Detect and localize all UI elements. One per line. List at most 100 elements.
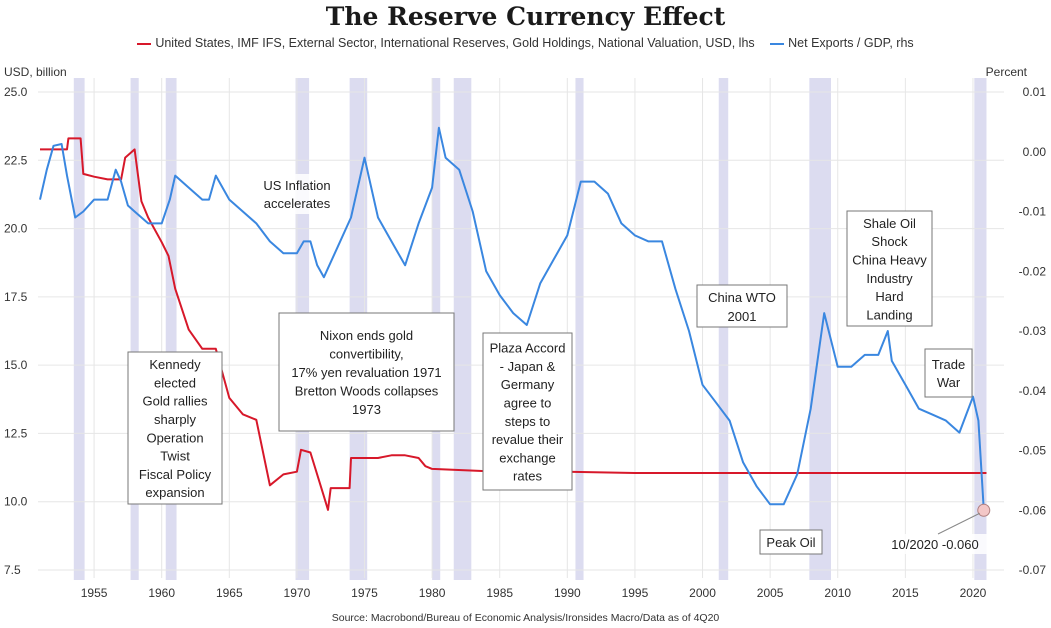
annotation-text: Twist [160,449,190,464]
chart-title: The Reserve Currency Effect [325,2,726,31]
x-tick-label: 2000 [689,586,716,600]
x-tick-label: 1990 [554,586,581,600]
annotation-1: US Inflation accelerates [256,174,338,214]
x-tick-label: 1965 [216,586,243,600]
annotation-text: convertibility, [329,347,403,362]
annotation-text: exchange [499,450,555,465]
annotation-box [924,348,973,398]
y-right-tick-label: -0.07 [1019,563,1047,577]
annotation-text: US Inflation [263,178,330,193]
y-left-tick-label: 20.0 [4,222,28,236]
recession-band-9 [809,78,831,580]
series-line-gold-holdings [40,137,987,511]
annotation-text: elected [154,375,196,390]
annotation-text: Operation [146,430,203,445]
annotation-text: - Japan & [500,359,556,374]
y-right-tick-label: 0.01 [1023,85,1047,99]
annotation-text: Fiscal Policy [139,467,212,482]
x-tick-label: 1985 [486,586,513,600]
annotation-text: Industry [866,271,913,286]
x-tick-label: 1970 [284,586,311,600]
legend-swatch-gold [137,42,152,45]
legend-item-gold: United States, IMF IFS, External Sector,… [137,36,755,50]
annotation-text: 10/2020 -0.060 [891,537,978,552]
y-left-tick-label: 7.5 [4,563,21,577]
annotation-text: expansion [145,485,204,500]
annotation-text: Landing [866,307,912,322]
annotation-text: Kennedy [149,357,201,372]
annotation-text: China Heavy [852,252,927,267]
legend-item-exports: Net Exports / GDP, rhs [770,36,914,50]
annotation-text: Plaza Accord [490,341,566,356]
annotation-text: Shale Oil [863,216,916,231]
x-tick-label: 2015 [892,586,919,600]
recession-band-8 [718,78,729,580]
annotation-text: steps to [505,414,551,429]
series-line-net-exports [39,126,985,511]
recession-band-7 [575,78,584,580]
annotation-0: Kennedy elected Gold rallies sharply Operati… [127,351,223,505]
annotation-3: Plaza Accord - Japan & Germany agree to step… [482,332,573,491]
annotation-text: sharply [154,412,196,427]
chart-legend: United States, IMF IFS, External Sector,… [0,36,1051,50]
legend-label-gold: United States, IMF IFS, External Sector,… [155,36,755,50]
recession-band-0 [73,78,85,580]
y-left-tick-label: 22.5 [4,153,28,167]
x-tick-label: 2005 [757,586,784,600]
annotations: Kennedy elected Gold rallies sharply Operati… [127,174,990,555]
y-right-tick-label: -0.01 [1019,205,1047,219]
annotation-text: 2001 [728,309,757,324]
x-tick-label: 1975 [351,586,378,600]
annotation-text: Trade [932,357,965,372]
annotation-text: Bretton Woods collapses [295,384,439,399]
legend-swatch-exports [770,42,785,45]
annotation-6: Trade War [924,348,973,398]
annotation-text: Germany [501,377,555,392]
annotation-box [759,529,823,555]
annotation-text: revalue their [492,432,564,447]
y-left-tick-label: 25.0 [4,85,28,99]
y-right-tick-label: -0.05 [1019,444,1047,458]
annotation-text: Shock [871,234,908,249]
annotation-7: Peak Oil [759,529,823,555]
annotation-text: Gold rallies [142,394,208,409]
annotation-box [846,210,933,327]
x-tick-label: 1955 [81,586,108,600]
y-right-tick-label: 0.00 [1023,145,1047,159]
y-left-tick-label: 15.0 [4,358,28,372]
recession-band-10 [974,78,987,580]
recession-band-6 [453,78,472,580]
annotation-box [278,312,455,432]
annotation-text: rates [513,469,542,484]
x-tick-label: 1995 [622,586,649,600]
y-right-tick-label: -0.04 [1019,384,1047,398]
recession-bands [73,78,987,580]
x-tick-label: 1960 [148,586,175,600]
annotation-5: Shale Oil Shock China Heavy Industry Hard Lan… [846,210,933,327]
axes: 25.0 22.5 20.0 17.5 15.0 12.5 10.0 7.5 0.01 0.00 -… [4,65,1046,600]
y-left-tick-label: 10.0 [4,495,28,509]
y-right-tick-label: -0.03 [1019,324,1047,338]
annotation-text: Peak Oil [766,535,815,550]
x-tick-label: 2010 [824,586,851,600]
last-value-leader-line [937,512,980,535]
annotation-box [482,332,573,491]
annotation-bg [880,534,990,554]
last-value-marker [977,503,991,517]
annotation-bg [256,174,338,214]
annotation-text: Nixon ends gold [320,328,413,343]
x-tick-label: 1980 [419,586,446,600]
annotation-text: agree to [504,395,552,410]
legend-label-exports: Net Exports / GDP, rhs [788,36,914,50]
y-right-tick-label: -0.02 [1019,264,1047,278]
y-left-tick-label: 12.5 [4,426,28,440]
y-left-tick-label: 17.5 [4,290,28,304]
y-left-axis-title: USD, billion [4,65,67,79]
annotation-2: Nixon ends gold convertibility, 17% yen re… [278,312,455,432]
annotation-text: 17% yen revaluation 1971 [291,365,441,380]
recession-band-2 [165,78,177,580]
annotation-text: China WTO [708,290,776,305]
source-note: Source: Macrobond/Bureau of Economic Ana… [331,612,720,624]
series-lines [39,126,991,517]
